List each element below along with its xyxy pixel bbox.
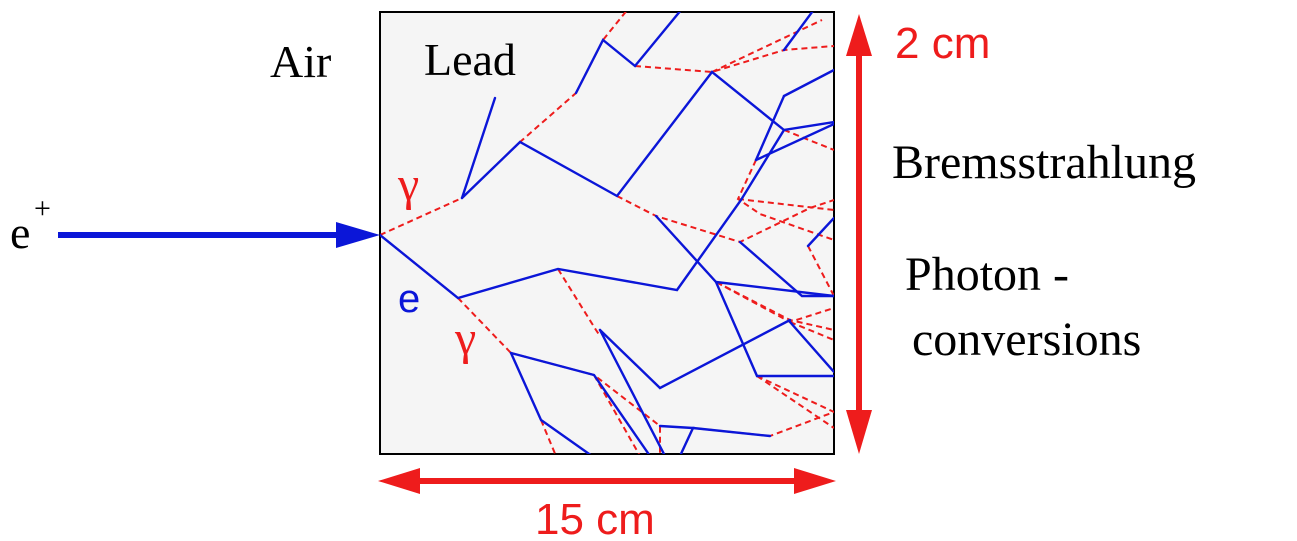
gamma-upper-label: γ <box>397 158 419 211</box>
incoming-positron-arrow <box>58 222 380 248</box>
width-dimension-label: 15 cm <box>535 495 655 541</box>
air-label: Air <box>270 36 331 87</box>
lead-label: Lead <box>424 34 516 85</box>
positron-charge-label: + <box>34 192 51 225</box>
width-dimension-arrow <box>378 468 836 494</box>
height-dimension-arrow <box>846 14 872 454</box>
positron-label: e <box>10 207 30 258</box>
gamma-lower-label: γ <box>454 312 476 365</box>
bremsstrahlung-label: Bremsstrahlung <box>892 136 1196 189</box>
height-dimension-label: 2 cm <box>895 19 990 68</box>
photon-conversions-line1: Photon - <box>905 248 1069 301</box>
electron-label: e <box>398 277 420 321</box>
photon-conversions-line2: conversions <box>912 313 1141 366</box>
electron-tracks <box>380 12 834 454</box>
